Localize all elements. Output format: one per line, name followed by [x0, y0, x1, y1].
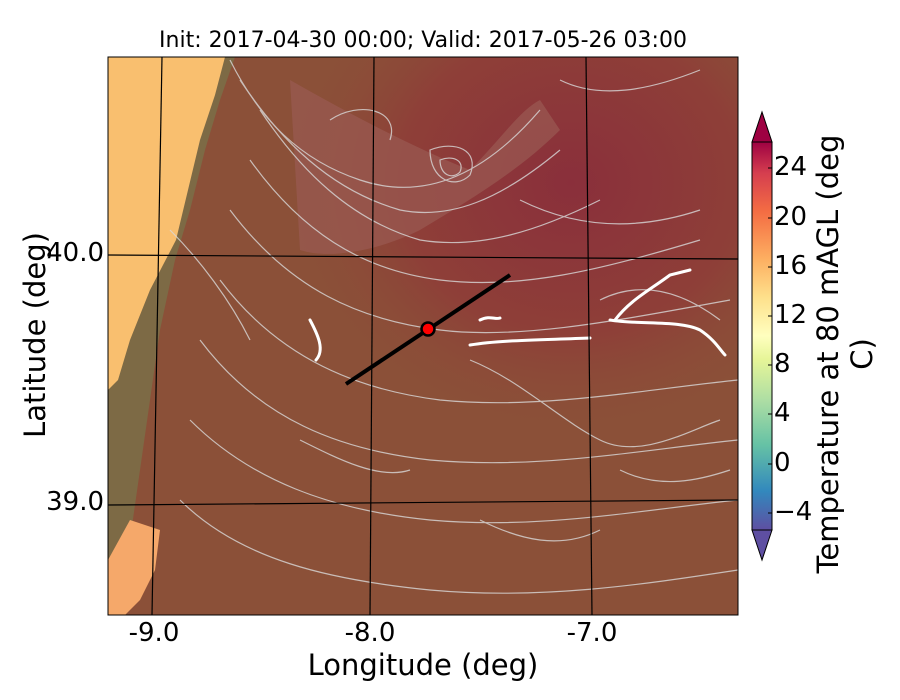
colorbar-label: Temperature at 80 mAGL (deg C)	[811, 134, 879, 574]
coastal-warm-band-south	[108, 520, 160, 615]
colorbar-tick-label: 4	[774, 398, 791, 428]
colorbar-extend-bottom	[751, 529, 773, 562]
colorbar-tick-label: 16	[774, 251, 808, 281]
map-panel	[108, 57, 738, 615]
colorbar-ramp	[751, 141, 773, 531]
colorbar	[751, 110, 773, 562]
y-tick-label: 39.0	[46, 487, 104, 517]
x-tick-label: -8.0	[344, 618, 396, 648]
location-marker	[420, 321, 436, 337]
chart-title: Init: 2017-04-30 00:00; Valid: 2017-05-2…	[159, 28, 687, 53]
colorbar-extend-top	[751, 110, 773, 143]
x-tick-label: -7.0	[566, 618, 618, 648]
colorbar-tick-label: 24	[774, 152, 808, 182]
y-tick-label: 40.0	[46, 238, 104, 268]
colorbar-tick-label: 0	[774, 448, 791, 478]
x-tick-label: -9.0	[128, 618, 180, 648]
colorbar-tick-label: 20	[774, 202, 808, 232]
coastal-warm-band	[108, 57, 225, 390]
x-axis-label: Longitude (deg)	[307, 648, 539, 682]
colorbar-tick-label: 8	[774, 349, 791, 379]
rivers	[308, 268, 727, 362]
mountain-ridge	[290, 80, 560, 254]
gridlines	[108, 57, 738, 615]
map-frame	[107, 56, 739, 616]
terrain-contours	[169, 59, 738, 594]
colorbar-tick-label: 12	[774, 300, 808, 330]
colorbar-tick-label: −4	[774, 497, 813, 527]
